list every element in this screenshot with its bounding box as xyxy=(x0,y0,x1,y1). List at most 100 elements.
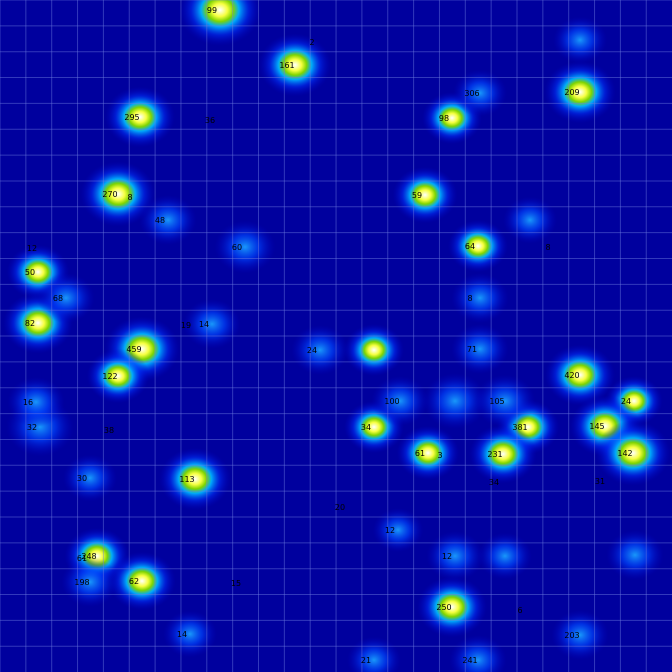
extra-label-0: 8 xyxy=(127,193,132,202)
spot-label-41: 21 xyxy=(361,656,371,665)
heat-spot-20 xyxy=(469,424,537,484)
spot-label-12: 122 xyxy=(102,372,117,381)
heat-spot-33 xyxy=(183,299,241,349)
heat-spot-6 xyxy=(392,166,458,224)
heat-spot-7 xyxy=(447,219,509,273)
extra-label-4: 12 xyxy=(27,244,37,253)
heat-spot-36 xyxy=(552,16,608,64)
extra-label-1: 3 xyxy=(437,451,442,460)
spot-label-24: 250 xyxy=(436,603,451,612)
spot-label-29: 68 xyxy=(53,294,63,303)
spot-label-17: 145 xyxy=(589,422,604,431)
spot-label-23: 62 xyxy=(129,577,139,586)
heat-spot-40 xyxy=(162,610,218,658)
spot-label-25: 32 xyxy=(27,423,37,432)
heat-spot-12 xyxy=(86,348,150,404)
heat-spot-46 xyxy=(477,532,533,580)
spot-label-40: 14 xyxy=(177,630,187,639)
extra-label-10: 31 xyxy=(595,477,605,486)
spot-label-3: 295 xyxy=(124,113,139,122)
heat-spot-0 xyxy=(178,0,262,46)
heat-spot-34 xyxy=(451,324,509,374)
spot-label-7: 64 xyxy=(465,242,475,251)
spot-label-16: 381 xyxy=(512,423,527,432)
spot-label-43: 203 xyxy=(564,631,579,640)
spot-label-19: 61 xyxy=(415,449,425,458)
heat-spot-2 xyxy=(544,60,616,124)
heat-spot-5 xyxy=(80,161,156,227)
heat-spot-45 xyxy=(426,531,484,581)
heat-spot-3 xyxy=(104,86,176,148)
spot-label-4: 98 xyxy=(439,114,449,123)
spot-label-31: 24 xyxy=(307,346,317,355)
spot-label-21: 113 xyxy=(179,475,194,484)
extra-label-6: 2 xyxy=(309,38,314,47)
heat-spot-39 xyxy=(61,557,119,607)
heat-spot-31 xyxy=(291,325,349,375)
heat-spot-26 xyxy=(422,373,488,429)
heat-spot-44 xyxy=(606,530,664,580)
heat-spot-49 xyxy=(372,508,424,552)
extra-label-5: 34 xyxy=(489,478,499,487)
heat-spot-32 xyxy=(214,220,276,274)
spot-label-5: 270 xyxy=(102,190,117,199)
heat-spot-28 xyxy=(474,374,536,428)
heat-spot-11 xyxy=(343,323,405,377)
heat-spot-41 xyxy=(346,636,402,672)
spot-label-2: 209 xyxy=(564,88,579,97)
spot-label-30: 48 xyxy=(155,216,165,225)
heat-spot-23 xyxy=(108,551,176,611)
spot-label-28: 105 xyxy=(489,397,504,406)
spot-label-6: 59 xyxy=(412,191,422,200)
spot-label-22: 248 xyxy=(81,552,96,561)
extra-label-14: 8 xyxy=(467,294,472,303)
spot-label-14: 24 xyxy=(621,397,631,406)
spot-label-35: 306 xyxy=(464,89,479,98)
extra-label-9: 20 xyxy=(335,503,345,512)
extra-label-13: 6 xyxy=(517,606,522,615)
spot-label-42: 241 xyxy=(462,656,477,665)
heat-spot-29 xyxy=(37,273,95,323)
spot-label-39: 198 xyxy=(74,578,89,587)
spot-label-1: 161 xyxy=(279,61,294,70)
spot-label-32: 60 xyxy=(232,243,242,252)
spot-label-27: 100 xyxy=(384,397,399,406)
heat-spot-24 xyxy=(416,576,488,638)
extra-label-11: 15 xyxy=(231,579,241,588)
spot-label-18: 142 xyxy=(617,449,632,458)
heat-spot-37 xyxy=(7,377,65,427)
spot-label-34: 71 xyxy=(467,345,477,354)
heat-spot-21 xyxy=(159,447,231,511)
spot-label-37: 16 xyxy=(23,398,33,407)
heat-spot-42 xyxy=(449,635,507,672)
spot-label-45: 12 xyxy=(442,552,452,561)
extra-label-8: 36 xyxy=(205,116,215,125)
spot-label-38: 30 xyxy=(77,474,87,483)
heat-spot-18 xyxy=(595,420,671,486)
spot-label-49: 12 xyxy=(385,526,395,535)
heat-spot-43 xyxy=(551,610,609,660)
heat-spot-48 xyxy=(451,273,509,323)
spot-label-20: 231 xyxy=(487,450,502,459)
extra-label-2: 38 xyxy=(104,426,114,435)
extra-label-3: 61 xyxy=(77,554,87,563)
spot-label-33: 14 xyxy=(199,320,209,329)
heat-spot-35 xyxy=(452,69,508,117)
extra-label-7: 8 xyxy=(545,243,550,252)
spot-label-8: 50 xyxy=(25,268,35,277)
heat-spot-1 xyxy=(258,33,332,97)
heat-spot-38 xyxy=(62,454,118,502)
heat-spot-47 xyxy=(502,196,558,244)
heat-spot-30 xyxy=(139,195,197,245)
spot-label-0: 99 xyxy=(207,6,217,15)
heat-spot-19 xyxy=(396,425,460,481)
heat-spot-13 xyxy=(544,344,616,406)
spot-label-10: 459 xyxy=(126,345,141,354)
spot-label-9: 82 xyxy=(25,319,35,328)
extra-label-12: 19 xyxy=(181,321,191,330)
spot-label-15: 34 xyxy=(361,423,371,432)
